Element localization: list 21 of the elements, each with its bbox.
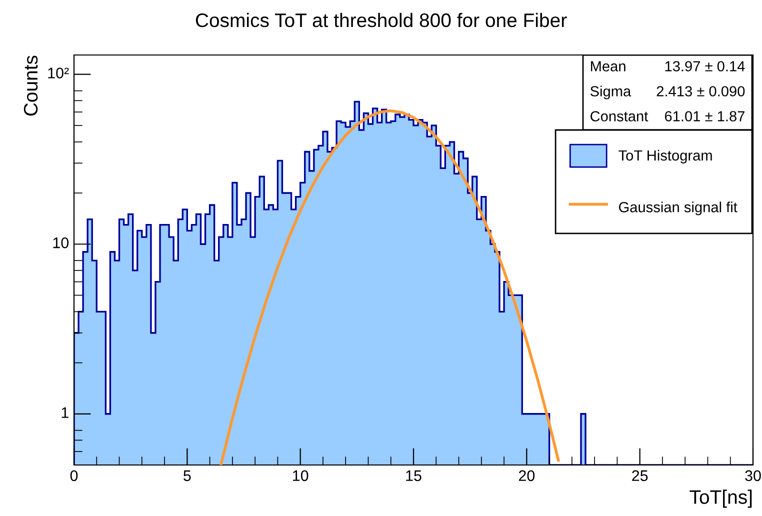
annotation: 2.413 ± 0.090 bbox=[656, 86, 745, 96]
annotation: Sigma bbox=[590, 86, 632, 100]
y-tick-label: 1 bbox=[62, 407, 68, 418]
x-tick-label: 5 bbox=[184, 470, 191, 482]
x-axis-title: ToT[ns] bbox=[690, 490, 752, 508]
legend-label: Gaussian signal fit bbox=[619, 202, 738, 216]
annotation: Constant bbox=[590, 111, 648, 122]
y-tick-label: 10² bbox=[48, 68, 69, 78]
x-tick-label: 30 bbox=[745, 470, 761, 482]
x-tick-label: 15 bbox=[406, 470, 422, 482]
x-tick-label: 25 bbox=[632, 470, 648, 482]
y-tick-label: 10 bbox=[53, 237, 69, 248]
y-axis-title: Counts bbox=[24, 56, 38, 116]
chart-title: Cosmics ToT at threshold 800 for one Fiber bbox=[196, 12, 567, 28]
legend-label: ToT Histogram bbox=[618, 150, 712, 164]
annotation: 61.01 ± 1.87 bbox=[664, 111, 744, 122]
annotation: 13.97 ± 0.14 bbox=[665, 61, 745, 72]
annotation: Mean bbox=[590, 61, 626, 72]
x-tick-label: 10 bbox=[293, 470, 308, 482]
x-tick-label: 0 bbox=[70, 470, 78, 482]
x-tick-label: 20 bbox=[518, 470, 535, 482]
